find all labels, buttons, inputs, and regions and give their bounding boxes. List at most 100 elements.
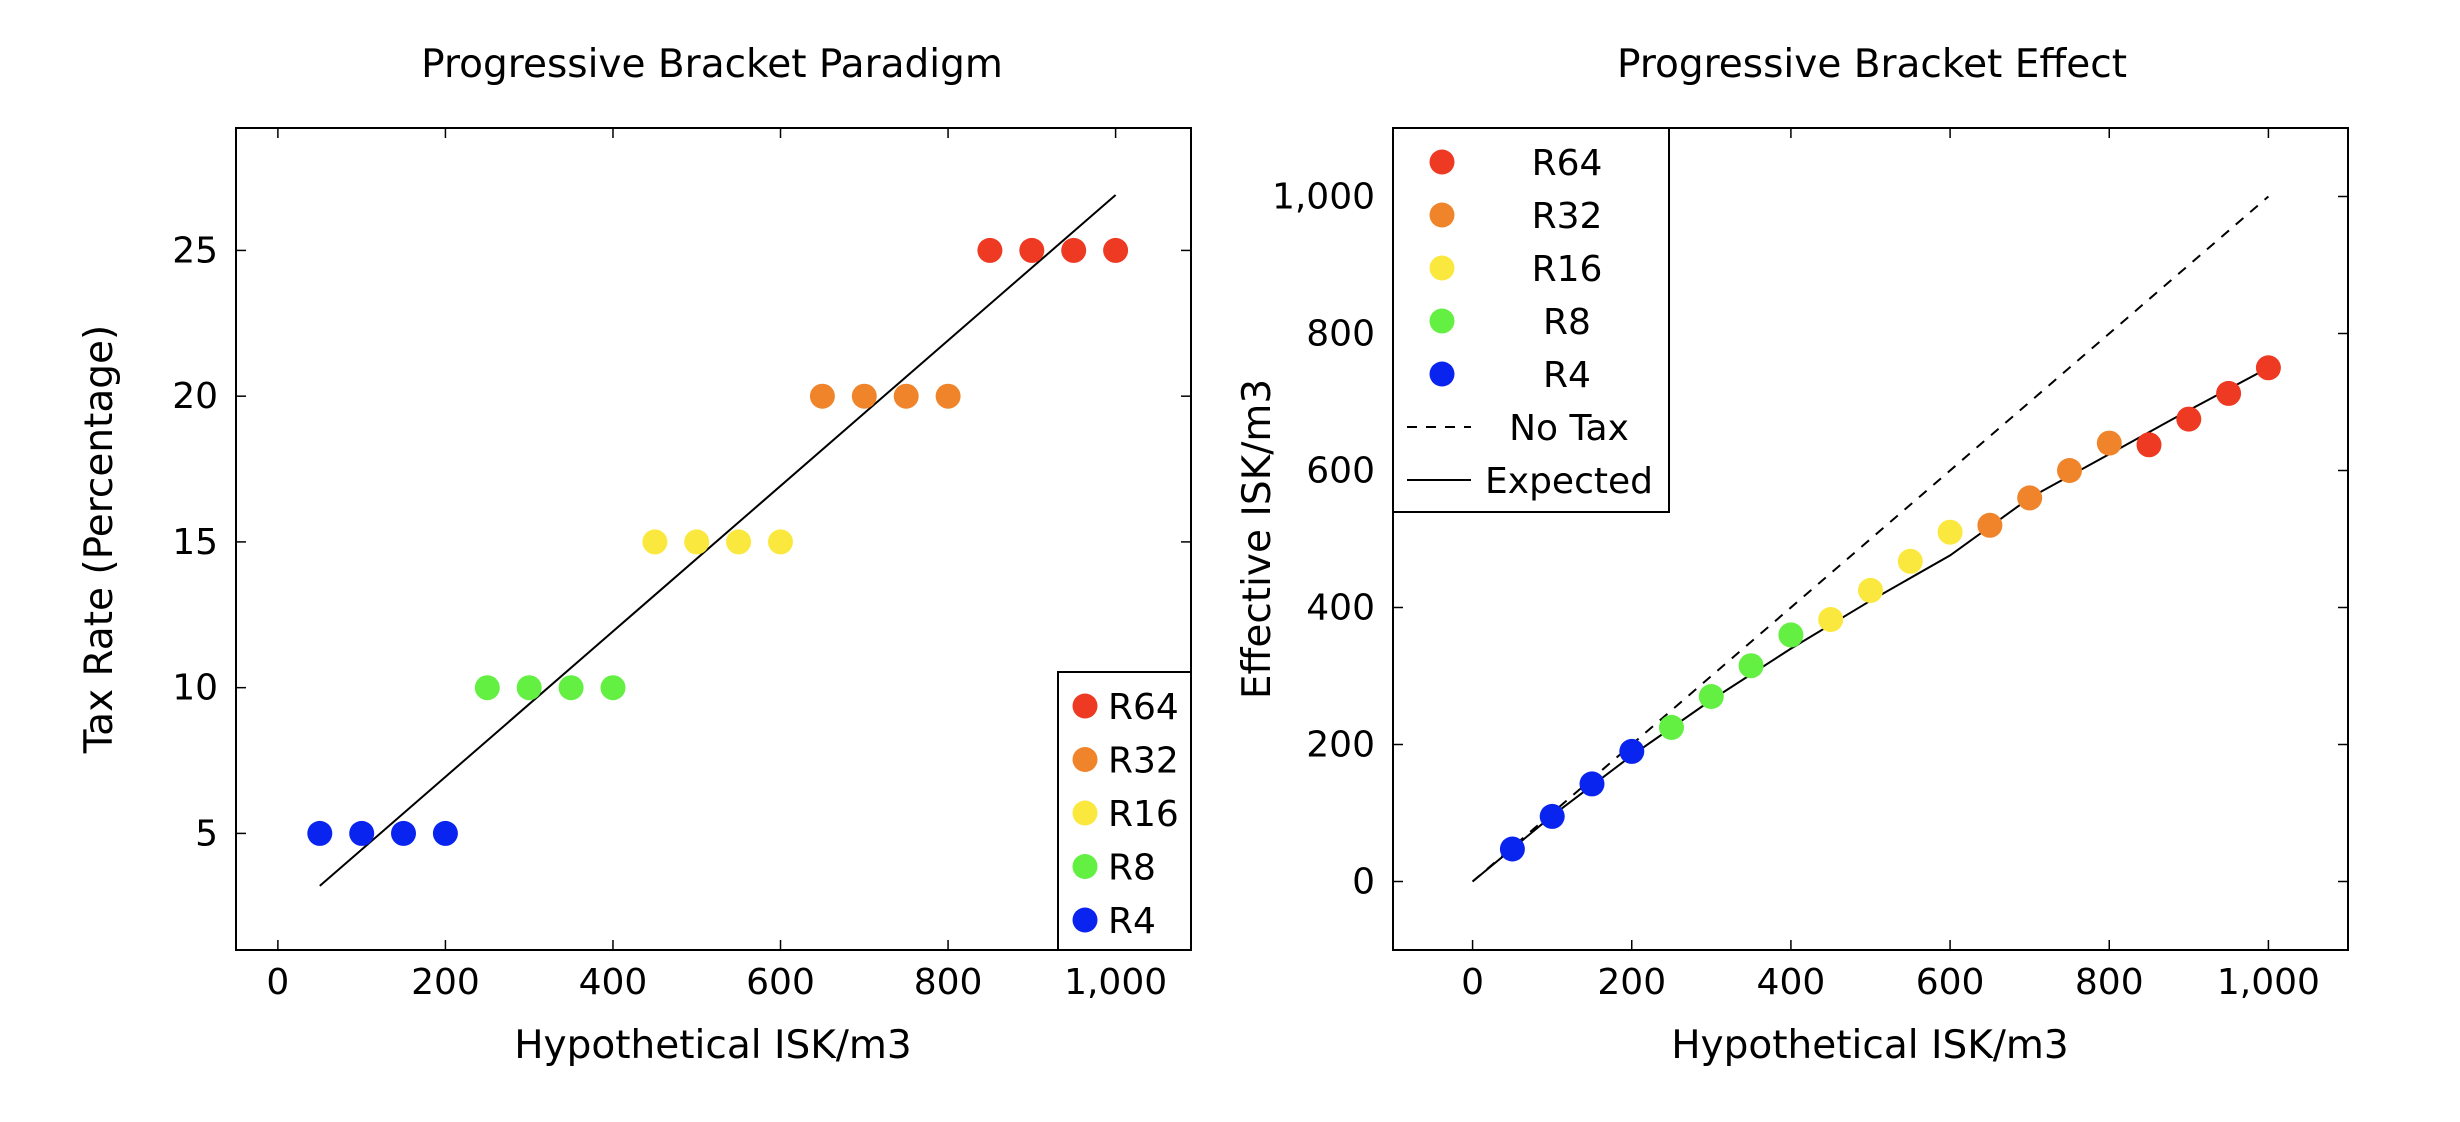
legend-marker-r32 (1429, 202, 1455, 228)
point-r8 (1659, 714, 1684, 740)
x-tick-label: 600 (746, 962, 815, 1003)
legend-label: R32 (1532, 196, 1603, 237)
y-tick-label: 400 (1306, 588, 1375, 629)
point-r32 (2017, 485, 2043, 511)
point-r4 (349, 820, 375, 846)
point-r32 (851, 383, 877, 409)
chart-title: Progressive Bracket Paradigm (421, 42, 1003, 87)
point-r4 (1499, 836, 1525, 862)
legend-label: R16 (1532, 249, 1603, 290)
y-axis-label: Tax Rate (Percentage) (77, 325, 122, 754)
x-axis-label: Hypothetical ISK/m3 (1671, 1023, 2069, 1068)
point-r4 (432, 820, 458, 846)
legend-marker-r8 (1429, 308, 1455, 334)
point-r64 (977, 237, 1003, 263)
y-tick-label: 800 (1306, 314, 1375, 355)
point-r8 (474, 675, 500, 701)
x-axis-label: Hypothetical ISK/m3 (514, 1023, 912, 1068)
point-r8 (600, 675, 626, 701)
legend-marker-r64 (1072, 693, 1098, 719)
y-tick-label: 600 (1306, 451, 1375, 492)
y-tick-label: 5 (195, 813, 218, 854)
point-r4 (1579, 771, 1605, 797)
point-r16 (1937, 519, 1963, 545)
expected-line (319, 194, 1117, 887)
legend-marker-r16 (1072, 800, 1098, 826)
point-r32 (935, 383, 961, 409)
axis-ticks: 0 200 400 600 800 1,000 5 10 15 20 25 (172, 128, 1191, 1003)
point-r16 (642, 529, 668, 555)
legend-label: R4 (1543, 355, 1591, 396)
legend-label: No Tax (1509, 408, 1629, 449)
y-tick-label: 0 (1352, 862, 1375, 903)
no-tax-line (1471, 195, 2270, 883)
point-r32 (2096, 430, 2122, 456)
point-r8 (516, 675, 542, 701)
point-r64 (1061, 237, 1087, 263)
x-tick-label: 400 (1757, 962, 1826, 1003)
x-tick-label: 0 (1461, 962, 1484, 1003)
point-r4 (1619, 738, 1645, 764)
legend: R64 R32 R16 R8 R4 (1057, 671, 1192, 951)
point-r32 (809, 383, 835, 409)
x-tick-label: 800 (2075, 962, 2144, 1003)
legend-marker-r16 (1429, 255, 1455, 281)
legend-marker-r8 (1072, 854, 1098, 879)
legend-marker-r4 (1072, 907, 1098, 933)
point-r16 (726, 529, 752, 555)
point-r8 (558, 675, 584, 701)
y-tick-label: 15 (172, 522, 218, 563)
y-axis-label: Effective ISK/m3 (1235, 379, 1280, 699)
chart-title: Progressive Bracket Effect (1617, 42, 2127, 87)
legend-marker-r4 (1429, 361, 1455, 387)
point-r16 (1818, 607, 1844, 632)
x-tick-label: 400 (579, 962, 648, 1003)
point-r4 (1539, 803, 1565, 829)
point-r16 (684, 529, 710, 555)
legend-marker-r32 (1072, 747, 1098, 772)
point-r4 (391, 820, 416, 846)
chart-effective-isk: Progressive Bracket Effect 0 200 400 600 800… (1235, 42, 2349, 1068)
legend-label: R64 (1108, 687, 1179, 728)
point-r8 (1698, 684, 1724, 709)
y-tick-label: 10 (172, 668, 218, 709)
point-r64 (1019, 237, 1045, 263)
plot-area-frame (235, 127, 1192, 951)
x-tick-label: 0 (266, 962, 289, 1003)
legend-label: R64 (1532, 143, 1603, 184)
x-tick-label: 1,000 (2217, 962, 2320, 1003)
point-r8 (1778, 622, 1804, 648)
legend-label: R4 (1108, 901, 1156, 942)
point-r4 (307, 820, 333, 846)
point-r16 (768, 529, 793, 555)
legend: R64 R32 R16 R8 R4 No Tax Expected (1392, 127, 1670, 513)
x-tick-label: 200 (1597, 962, 1666, 1003)
trend-lines (319, 194, 1117, 887)
plot-area-frame (1392, 127, 2349, 951)
point-r32 (893, 383, 919, 409)
legend-label: Expected (1485, 461, 1653, 502)
x-tick-label: 1,000 (1064, 962, 1167, 1003)
data-points (307, 237, 1129, 846)
legend-label: R8 (1543, 302, 1591, 343)
legend-label: R8 (1108, 848, 1156, 889)
chart-tax-rate: Progressive Bracket Paradigm 0 200 400 600 8… (77, 42, 1192, 1068)
y-tick-label: 1,000 (1272, 177, 1375, 218)
axis-ticks: 0 200 400 600 800 1,000 0 200 400 600 800 1,000 (1272, 128, 2348, 1003)
legend-marker-r64 (1429, 149, 1455, 175)
x-tick-label: 200 (411, 962, 480, 1003)
x-tick-label: 600 (1916, 962, 1985, 1003)
point-r32 (1977, 512, 2003, 538)
y-tick-label: 20 (172, 376, 218, 417)
point-r64 (2136, 432, 2162, 458)
y-tick-label: 200 (1306, 725, 1375, 766)
data-points (1499, 355, 2281, 862)
legend-label: R32 (1108, 741, 1179, 782)
point-r64 (2255, 355, 2281, 381)
point-r64 (2216, 380, 2242, 406)
legend-label: R16 (1108, 794, 1179, 835)
point-r64 (2176, 406, 2202, 432)
point-r16 (1858, 577, 1883, 603)
point-r8 (1738, 653, 1764, 679)
